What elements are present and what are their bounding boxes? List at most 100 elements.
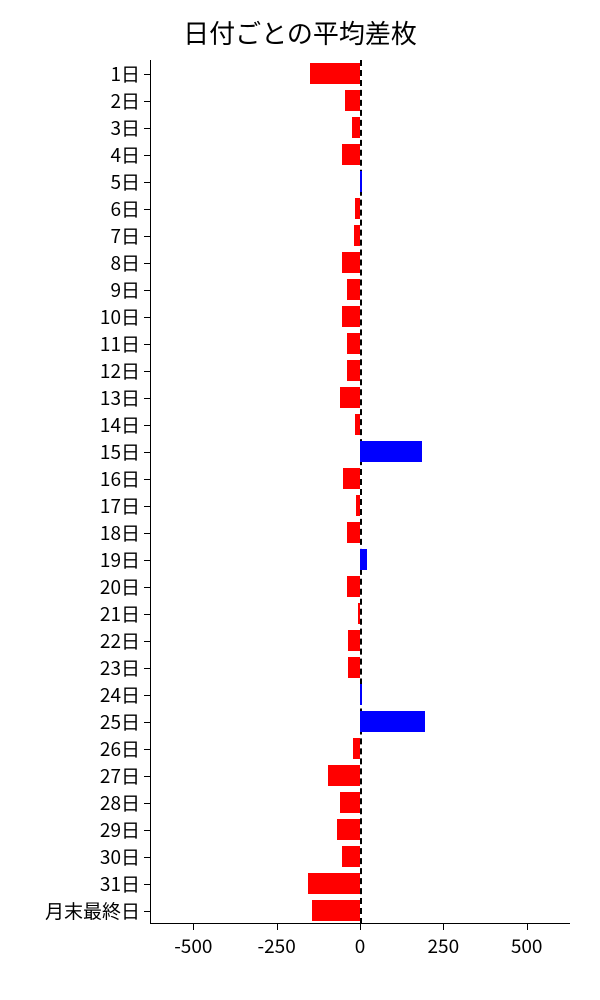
y-axis-label: 4日 xyxy=(110,141,140,168)
bar xyxy=(360,711,425,732)
y-axis-tick xyxy=(144,209,150,210)
y-axis-tick xyxy=(144,884,150,885)
chart-row: 30日 xyxy=(150,843,570,870)
chart-row: 9日 xyxy=(150,276,570,303)
bar xyxy=(345,90,360,111)
y-axis-label: 26日 xyxy=(100,735,140,762)
y-axis-label: 18日 xyxy=(100,519,140,546)
y-axis-label: 25日 xyxy=(100,708,140,735)
bar xyxy=(342,144,360,165)
chart-plot-inner: 1日2日3日4日5日6日7日8日9日10日11日12日13日14日15日16日1… xyxy=(150,60,570,924)
x-axis-label: -250 xyxy=(258,932,296,959)
y-axis-label: 月末最終日 xyxy=(45,897,140,924)
bar xyxy=(348,657,360,678)
chart-row: 28日 xyxy=(150,789,570,816)
chart-row: 24日 xyxy=(150,681,570,708)
bar xyxy=(360,684,362,705)
x-axis-label: 250 xyxy=(428,932,460,959)
y-axis-label: 31日 xyxy=(100,870,140,897)
chart-row: 26日 xyxy=(150,735,570,762)
bar xyxy=(347,279,360,300)
chart-row: 6日 xyxy=(150,195,570,222)
bar xyxy=(348,630,360,651)
bar xyxy=(340,792,360,813)
bar xyxy=(347,333,360,354)
y-axis-tick xyxy=(144,155,150,156)
x-axis-tick xyxy=(443,924,444,930)
bar xyxy=(347,576,360,597)
bar xyxy=(342,846,360,867)
chart-row: 月末最終日 xyxy=(150,897,570,924)
y-axis-tick xyxy=(144,722,150,723)
y-axis-tick xyxy=(144,317,150,318)
bar xyxy=(358,603,360,624)
y-axis-tick xyxy=(144,749,150,750)
bar xyxy=(355,414,360,435)
y-axis-label: 22日 xyxy=(100,627,140,654)
chart-row: 21日 xyxy=(150,600,570,627)
y-axis-tick xyxy=(144,506,150,507)
y-axis-tick xyxy=(144,614,150,615)
y-axis-tick xyxy=(144,668,150,669)
bar xyxy=(355,198,360,219)
y-axis-tick xyxy=(144,101,150,102)
y-axis-label: 9日 xyxy=(110,276,140,303)
y-axis-tick xyxy=(144,344,150,345)
y-axis-tick xyxy=(144,74,150,75)
y-axis-label: 6日 xyxy=(110,195,140,222)
bar xyxy=(312,900,360,921)
x-axis-tick xyxy=(527,924,528,930)
y-axis-label: 8日 xyxy=(110,249,140,276)
bar xyxy=(308,873,360,894)
y-axis-label: 17日 xyxy=(100,492,140,519)
chart-row: 8日 xyxy=(150,249,570,276)
chart-row: 1日 xyxy=(150,60,570,87)
bar xyxy=(356,495,360,516)
bar xyxy=(347,522,360,543)
y-axis-label: 13日 xyxy=(100,384,140,411)
bar xyxy=(343,468,360,489)
chart-row: 20日 xyxy=(150,573,570,600)
y-axis-tick xyxy=(144,533,150,534)
bar xyxy=(310,63,360,84)
chart-row: 22日 xyxy=(150,627,570,654)
bar xyxy=(337,819,360,840)
chart-row: 17日 xyxy=(150,492,570,519)
chart-row: 14日 xyxy=(150,411,570,438)
y-axis-tick xyxy=(144,776,150,777)
chart-plot-area: 1日2日3日4日5日6日7日8日9日10日11日12日13日14日15日16日1… xyxy=(150,60,570,924)
chart-row: 12日 xyxy=(150,357,570,384)
y-axis-tick xyxy=(144,398,150,399)
y-axis-tick xyxy=(144,425,150,426)
chart-row: 16日 xyxy=(150,465,570,492)
bar xyxy=(360,171,362,192)
y-axis-tick xyxy=(144,479,150,480)
y-axis-label: 5日 xyxy=(110,168,140,195)
y-axis-label: 12日 xyxy=(100,357,140,384)
chart-row: 23日 xyxy=(150,654,570,681)
bar xyxy=(342,252,360,273)
y-axis-tick xyxy=(144,641,150,642)
bar xyxy=(353,738,360,759)
chart-row: 18日 xyxy=(150,519,570,546)
x-axis-label: 0 xyxy=(355,932,366,959)
x-axis-tick xyxy=(277,924,278,930)
y-axis-label: 19日 xyxy=(100,546,140,573)
y-axis-label: 21日 xyxy=(100,600,140,627)
bar xyxy=(342,306,360,327)
y-axis-label: 29日 xyxy=(100,816,140,843)
bar xyxy=(360,549,367,570)
y-axis-tick xyxy=(144,911,150,912)
y-axis-label: 3日 xyxy=(110,114,140,141)
page: 日付ごとの平均差枚 1日2日3日4日5日6日7日8日9日10日11日12日13日… xyxy=(0,0,600,1000)
y-axis-tick xyxy=(144,695,150,696)
y-axis-label: 15日 xyxy=(100,438,140,465)
y-axis-label: 10日 xyxy=(100,303,140,330)
y-axis-label: 1日 xyxy=(110,60,140,87)
chart-row: 4日 xyxy=(150,141,570,168)
bar xyxy=(347,360,360,381)
y-axis-tick xyxy=(144,182,150,183)
chart-row: 2日 xyxy=(150,87,570,114)
bar xyxy=(360,441,422,462)
chart-row: 27日 xyxy=(150,762,570,789)
